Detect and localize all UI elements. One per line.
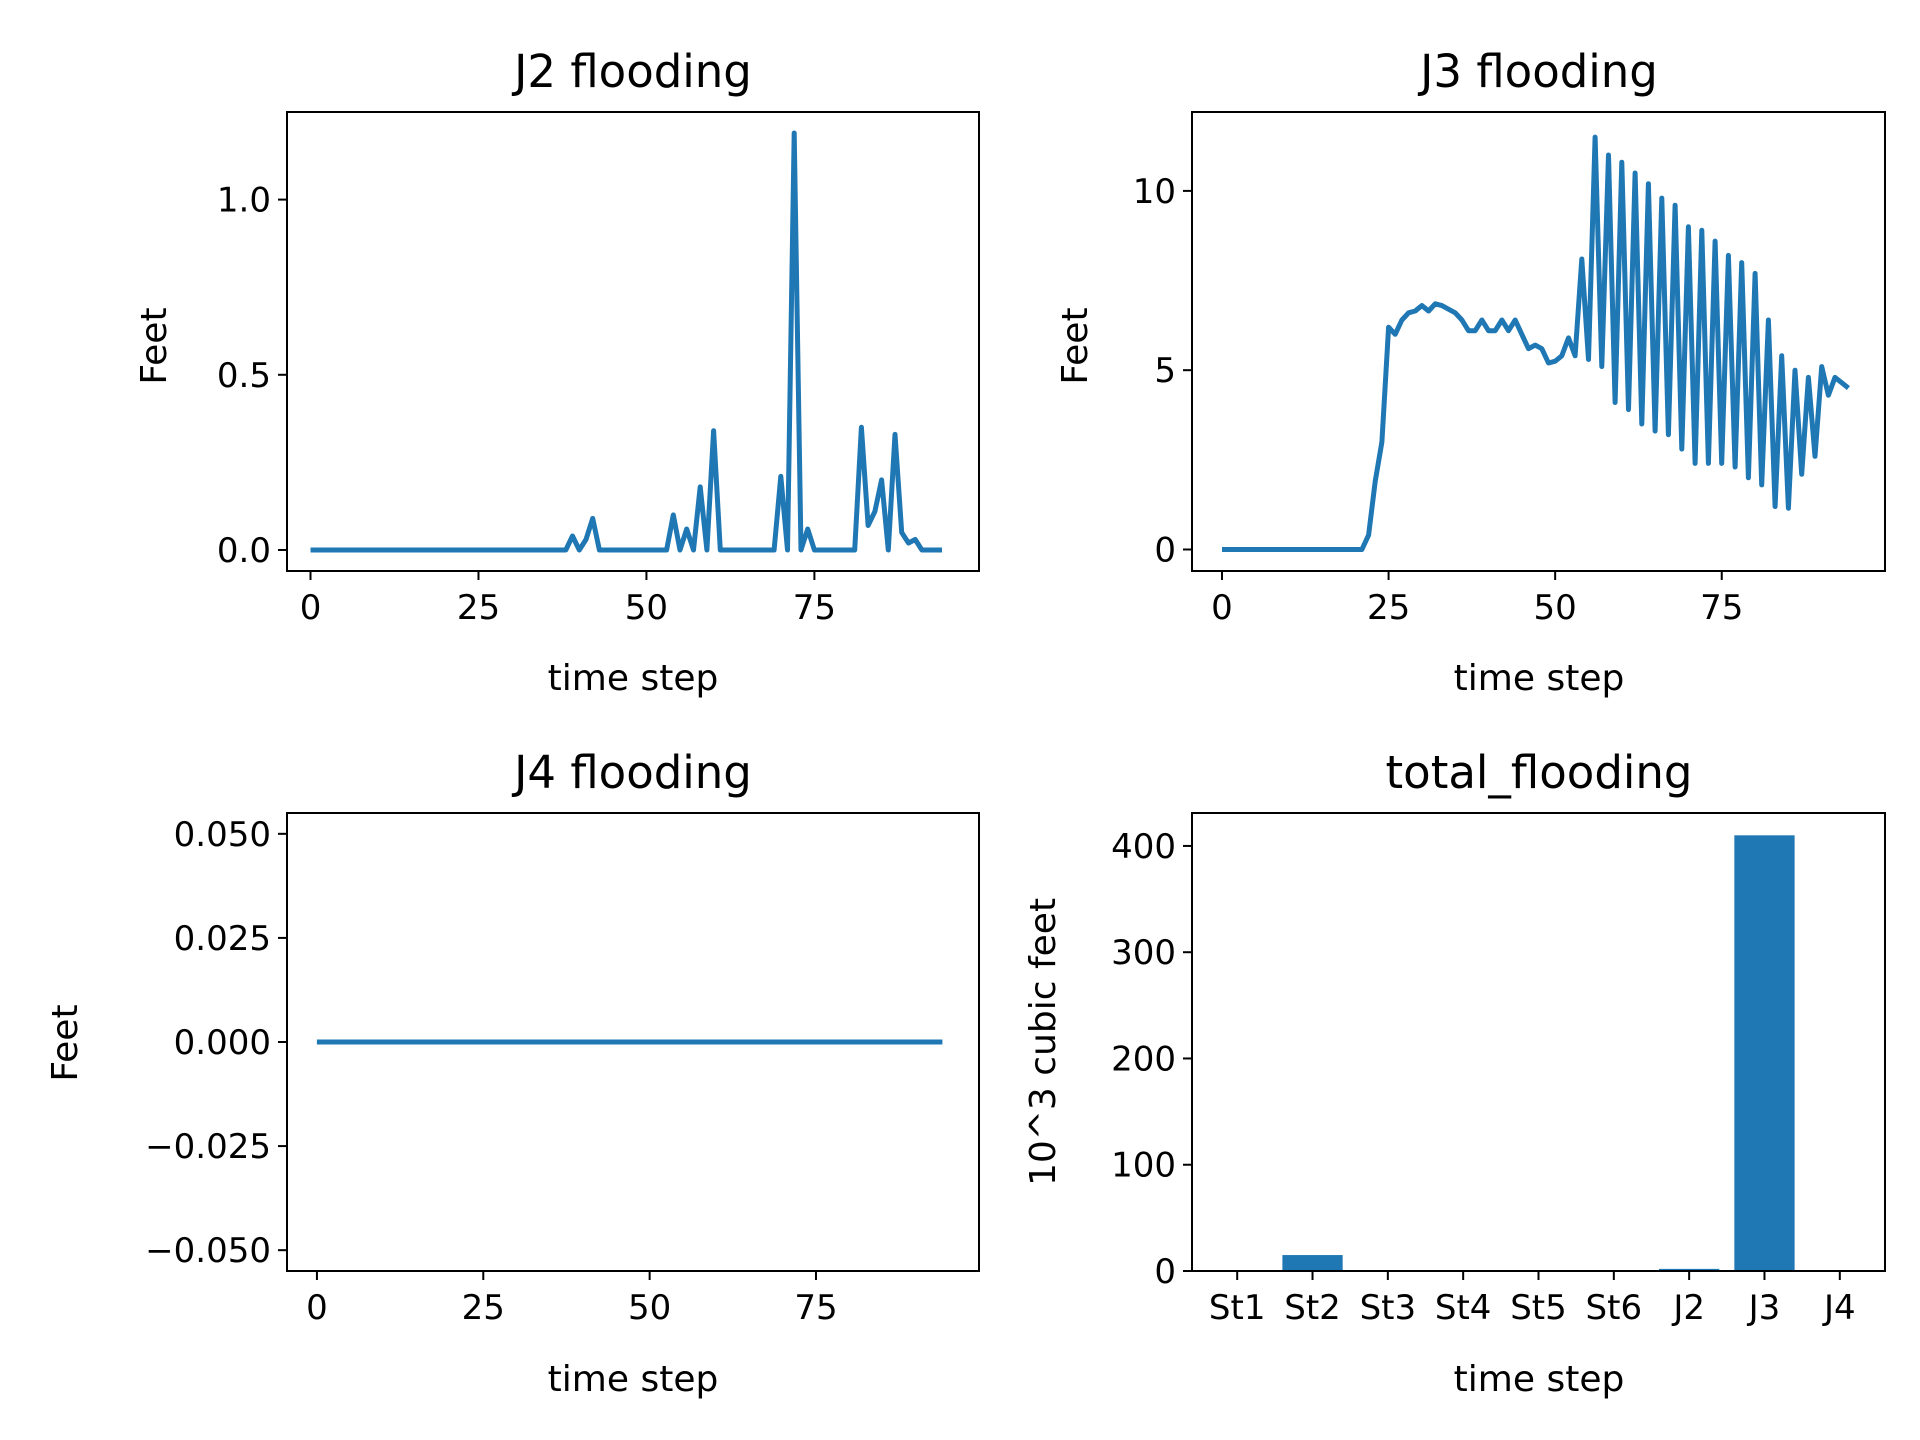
y-tick-label: 0.000 [174,1023,271,1063]
y-tick-label: 0.025 [174,919,271,959]
chart-title: J4 flooding [511,746,752,799]
x-tick-label: 0 [300,588,322,628]
y-tick-label: 0 [1154,530,1176,570]
y-tick-label: −0.050 [145,1231,271,1271]
plot-marks [1222,134,1850,552]
plot-marks [1282,835,1795,1271]
x-tick-label: J3 [1747,1288,1781,1328]
x-tick-label: St3 [1360,1288,1417,1328]
x-tick-label: 0 [1211,588,1233,628]
y-tick-label: 200 [1111,1039,1176,1079]
axes-frame [286,812,980,1272]
y-tick-label: −0.025 [145,1127,271,1167]
x-tick-label: 0 [306,1288,328,1328]
chart-j3-flooding: J3 flooding time step Feet 0 5 10 0 25 50 75 [1055,45,1886,699]
bar-j2 [1659,1268,1720,1271]
y-tick-label: 400 [1111,827,1176,867]
y-axis-label: Feet [1055,307,1096,384]
x-tick-label: 25 [1367,588,1410,628]
series-line [310,130,942,553]
x-tick-label: 25 [457,588,500,628]
chart-title: total_flooding [1386,746,1693,799]
y-tick-label: 100 [1111,1146,1176,1186]
x-tick-label: St6 [1586,1288,1643,1328]
y-axis-label: Feet [45,1004,86,1081]
axes-frame [1191,111,1886,572]
bar-st2 [1282,1255,1343,1271]
bar-j3 [1734,835,1795,1271]
y-tick-label: 0 [1154,1252,1176,1292]
y-axis-label: Feet [134,307,175,384]
y-axis-label: 10^3 cubic feet [1023,898,1064,1186]
x-tick-label: 75 [794,1288,837,1328]
chart-j4-flooding: J4 flooding time step Feet 0.0500.0250.0… [45,746,980,1400]
chart-j2-flooding: J2 flooding time step Feet 0.0 0.5 1.0 0 25 5… [134,45,980,699]
chart-total-flooding: total_flooding time step 10^3 cubic feet… [1023,746,1886,1400]
x-tick-label: St1 [1209,1288,1266,1328]
y-tick-label: 0.050 [174,815,271,855]
x-axis-label: time step [548,658,719,699]
x-axis-label: time step [1454,1359,1625,1400]
chart-title: J2 flooding [511,45,752,98]
tick-group: 0 100 200 300 400 St1 St2 St3 St4 St5 St6 J2 J3 J4 [1111,827,1856,1328]
y-tick-label: 0.5 [217,356,271,396]
axes-frame [1191,812,1886,1272]
x-tick-label: J4 [1822,1288,1856,1328]
x-axis-label: time step [548,1359,719,1400]
x-tick-label: St5 [1510,1288,1567,1328]
plot-marks [310,130,942,553]
tick-group: 0.0 0.5 1.0 0 25 50 75 [217,181,836,628]
x-tick-label: 75 [1700,588,1743,628]
x-tick-label: 50 [625,588,668,628]
tick-group: 0.050 0.025 0.000 −0.025 −0.050 0 25 50 75 [145,815,837,1328]
x-axis-label: time step [1454,658,1625,699]
x-tick-label: 50 [628,1288,671,1328]
x-tick-label: 25 [462,1288,505,1328]
tick-group: 0 5 10 0 25 50 75 [1133,172,1744,628]
chart-title: J3 flooding [1417,45,1658,98]
y-tick-label: 300 [1111,933,1176,973]
series-line [1222,134,1850,552]
x-tick-label: 50 [1534,588,1577,628]
axes-frame [286,111,980,572]
x-tick-label: J2 [1671,1288,1705,1328]
y-tick-label: 0.0 [217,531,271,571]
y-tick-label: 1.0 [217,181,271,221]
x-tick-label: 75 [793,588,836,628]
x-tick-label: St2 [1284,1288,1341,1328]
y-tick-label: 10 [1133,172,1176,212]
y-tick-label: 5 [1154,351,1176,391]
x-tick-label: St4 [1435,1288,1492,1328]
